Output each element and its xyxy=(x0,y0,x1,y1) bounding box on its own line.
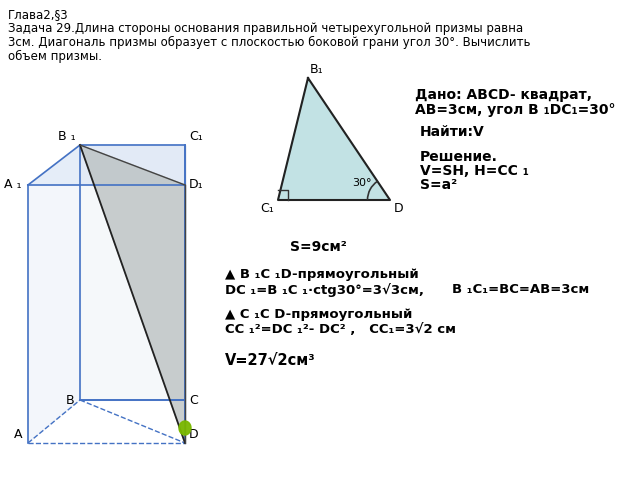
Text: C₁: C₁ xyxy=(189,130,203,143)
Text: 3см. Диагональ призмы образует с плоскостью боковой грани угол 30°. Вычислить: 3см. Диагональ призмы образует с плоскос… xyxy=(8,36,531,49)
Text: B₁: B₁ xyxy=(310,63,324,76)
Text: V=27√2см³: V=27√2см³ xyxy=(225,353,316,368)
Text: D: D xyxy=(189,428,198,441)
Text: объем призмы.: объем призмы. xyxy=(8,50,102,63)
Polygon shape xyxy=(28,145,80,443)
Polygon shape xyxy=(179,421,191,435)
Polygon shape xyxy=(28,145,185,185)
Text: A ₁: A ₁ xyxy=(4,179,22,192)
Text: Найти:V: Найти:V xyxy=(420,125,484,139)
Text: C₁: C₁ xyxy=(260,202,274,215)
Polygon shape xyxy=(80,145,185,443)
Text: Задача 29.Длина стороны основания правильной четырехугольной призмы равна: Задача 29.Длина стороны основания правил… xyxy=(8,22,523,35)
Polygon shape xyxy=(80,145,185,400)
Text: S=a²: S=a² xyxy=(420,178,457,192)
Text: S=9см²: S=9см² xyxy=(290,240,347,254)
Text: A: A xyxy=(13,428,22,441)
Text: ▲ B ₁C ₁D-прямоугольный: ▲ B ₁C ₁D-прямоугольный xyxy=(225,268,419,281)
Text: ▲ C ₁C D-прямоугольный: ▲ C ₁C D-прямоугольный xyxy=(225,308,412,321)
Polygon shape xyxy=(278,78,390,200)
Text: Решение.: Решение. xyxy=(420,150,498,164)
Text: D: D xyxy=(394,202,404,215)
Text: 30°: 30° xyxy=(352,178,372,188)
Text: D₁: D₁ xyxy=(189,179,204,192)
Text: DC ₁=B ₁C ₁·ctg30°=3√3см,: DC ₁=B ₁C ₁·ctg30°=3√3см, xyxy=(225,283,424,297)
Text: Дано: ABCD- квадрат,: Дано: ABCD- квадрат, xyxy=(415,88,592,102)
Text: Глава2,§3: Глава2,§3 xyxy=(8,8,68,21)
Text: АВ=3см, угол В ₁DС₁=30°: АВ=3см, угол В ₁DС₁=30° xyxy=(415,103,616,117)
Text: B: B xyxy=(65,394,74,407)
Text: B ₁: B ₁ xyxy=(58,130,76,143)
Text: C: C xyxy=(189,394,198,407)
Text: V=SH, H=CC ₁: V=SH, H=CC ₁ xyxy=(420,164,529,178)
Text: B ₁C₁=BC=AB=3см: B ₁C₁=BC=AB=3см xyxy=(452,283,589,296)
Text: CC ₁²=DC ₁²- DC² ,   CC₁=3√2 см: CC ₁²=DC ₁²- DC² , CC₁=3√2 см xyxy=(225,323,456,336)
